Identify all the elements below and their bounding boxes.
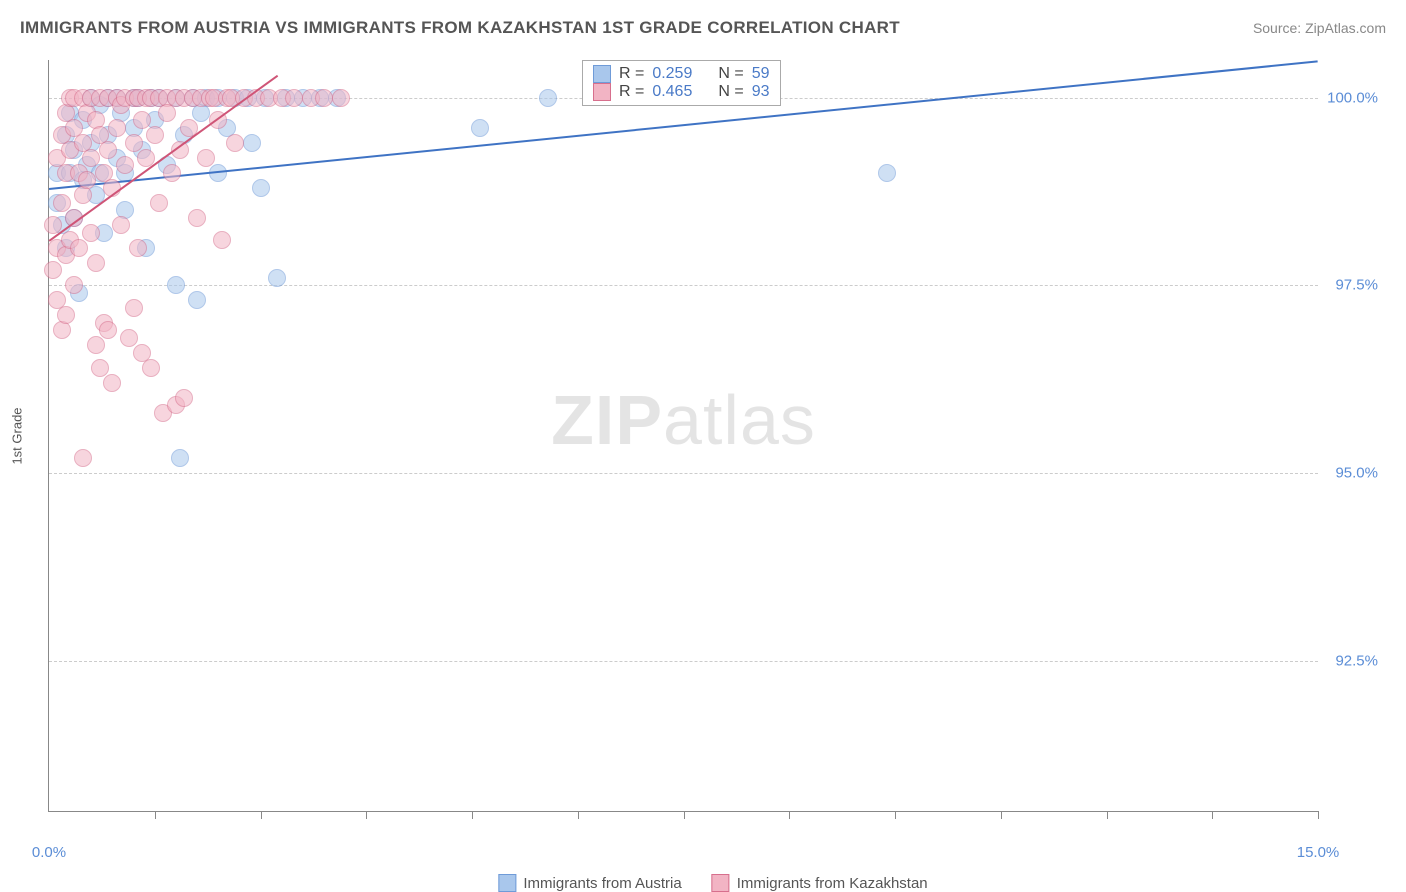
legend-swatch-icon <box>498 874 516 892</box>
data-point <box>213 231 231 249</box>
stats-swatch-icon <box>593 65 611 83</box>
data-point <box>57 306 75 324</box>
data-point <box>82 149 100 167</box>
data-point <box>74 449 92 467</box>
stats-r-label: R = <box>619 65 644 83</box>
data-point <box>171 449 189 467</box>
y-tick-label: 92.5% <box>1323 652 1378 669</box>
data-point <box>188 209 206 227</box>
bottom-legend: Immigrants from Austria Immigrants from … <box>498 874 927 892</box>
data-point <box>243 134 261 152</box>
x-tick-label: 0.0% <box>32 844 66 861</box>
data-point <box>70 239 88 257</box>
data-point <box>315 89 333 107</box>
x-tick <box>789 811 790 819</box>
x-tick <box>366 811 367 819</box>
data-point <box>78 171 96 189</box>
data-point <box>116 156 134 174</box>
data-point <box>108 119 126 137</box>
stats-n-value: 59 <box>752 65 770 83</box>
watermark-bold: ZIP <box>551 381 663 459</box>
data-point <box>87 254 105 272</box>
data-point <box>91 359 109 377</box>
plot-area: 1st Grade ZIPatlas 92.5%95.0%97.5%100.0%… <box>48 60 1318 812</box>
data-point <box>65 276 83 294</box>
watermark: ZIPatlas <box>551 380 816 460</box>
chart-container: 1st Grade ZIPatlas 92.5%95.0%97.5%100.0%… <box>48 60 1378 842</box>
stats-n-label: N = <box>718 83 743 101</box>
data-point <box>142 359 160 377</box>
data-point <box>226 134 244 152</box>
data-point <box>133 111 151 129</box>
stats-r-value: 0.259 <box>652 65 692 83</box>
x-tick <box>1107 811 1108 819</box>
data-point <box>539 89 557 107</box>
x-tick <box>155 811 156 819</box>
data-point <box>125 134 143 152</box>
data-point <box>188 291 206 309</box>
data-point <box>129 239 147 257</box>
stats-n-label: N = <box>718 65 743 83</box>
y-tick-label: 100.0% <box>1323 89 1378 106</box>
data-point <box>112 216 130 234</box>
data-point <box>87 336 105 354</box>
legend-label: Immigrants from Kazakhstan <box>737 875 928 892</box>
x-tick <box>578 811 579 819</box>
data-point <box>99 141 117 159</box>
data-point <box>268 269 286 287</box>
stats-n-value: 93 <box>752 83 770 101</box>
legend-item-austria: Immigrants from Austria <box>498 874 681 892</box>
watermark-light: atlas <box>663 381 816 459</box>
x-tick <box>1212 811 1213 819</box>
data-point <box>125 299 143 317</box>
x-tick-label: 15.0% <box>1297 844 1340 861</box>
data-point <box>53 194 71 212</box>
x-tick <box>684 811 685 819</box>
x-tick <box>472 811 473 819</box>
data-point <box>163 164 181 182</box>
y-axis-label: 1st Grade <box>10 407 25 464</box>
data-point <box>197 149 215 167</box>
data-point <box>471 119 489 137</box>
data-point <box>285 89 303 107</box>
data-point <box>120 329 138 347</box>
data-point <box>878 164 896 182</box>
data-point <box>99 321 117 339</box>
data-point <box>332 89 350 107</box>
gridline <box>49 473 1318 474</box>
legend-swatch-icon <box>712 874 730 892</box>
gridline <box>49 661 1318 662</box>
stats-row: R = 0.465 N = 93 <box>593 83 770 101</box>
stats-swatch-icon <box>593 83 611 101</box>
data-point <box>252 179 270 197</box>
data-point <box>146 126 164 144</box>
y-tick-label: 97.5% <box>1323 277 1378 294</box>
data-point <box>82 224 100 242</box>
x-tick <box>895 811 896 819</box>
x-tick <box>1001 811 1002 819</box>
data-point <box>44 261 62 279</box>
legend-item-kazakhstan: Immigrants from Kazakhstan <box>712 874 928 892</box>
x-tick <box>261 811 262 819</box>
chart-title: IMMIGRANTS FROM AUSTRIA VS IMMIGRANTS FR… <box>20 18 900 38</box>
stats-row: R = 0.259 N = 59 <box>593 65 770 83</box>
stats-r-value: 0.465 <box>652 83 692 101</box>
x-tick <box>1318 811 1319 819</box>
legend-label: Immigrants from Austria <box>523 875 681 892</box>
data-point <box>103 374 121 392</box>
y-tick-label: 95.0% <box>1323 465 1378 482</box>
gridline <box>49 285 1318 286</box>
data-point <box>167 276 185 294</box>
chart-source: Source: ZipAtlas.com <box>1253 20 1386 36</box>
stats-box: R = 0.259 N = 59 R = 0.465 N = 93 <box>582 60 781 106</box>
stats-r-label: R = <box>619 83 644 101</box>
data-point <box>175 389 193 407</box>
data-point <box>150 194 168 212</box>
chart-header: IMMIGRANTS FROM AUSTRIA VS IMMIGRANTS FR… <box>20 18 1386 38</box>
